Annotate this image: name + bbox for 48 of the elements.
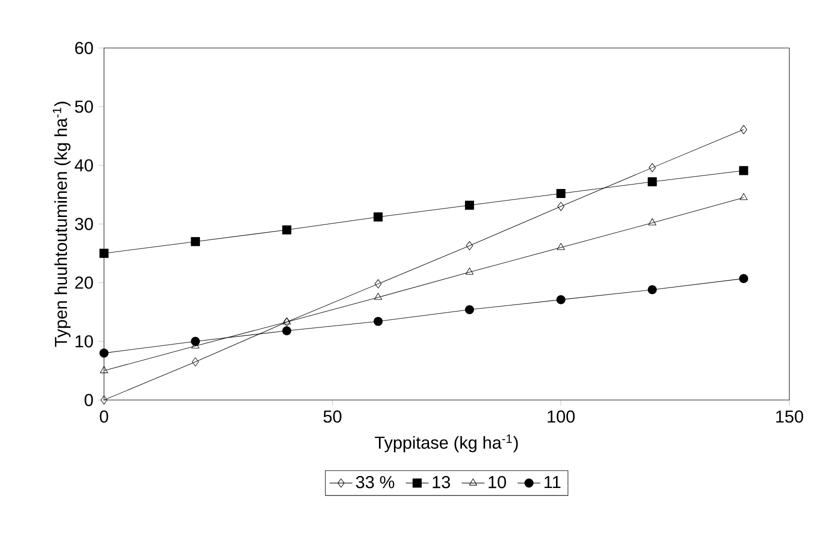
y-axis-title: Typen huuhtoutuminen (kg ha$^{-1}$)	[52, 102, 70, 347]
legend-label: 10	[488, 476, 506, 488]
x-tick-label: 150	[776, 410, 804, 423]
y-tick-label: 0	[84, 394, 93, 406]
y-tick-label: 10	[76, 335, 93, 348]
point	[648, 218, 656, 226]
y-tick-label: 30	[74, 218, 93, 230]
point	[282, 225, 292, 234]
point	[556, 188, 566, 198]
point	[739, 166, 748, 176]
point	[466, 241, 473, 250]
point	[648, 163, 656, 172]
point	[100, 395, 108, 405]
legend-label: 11	[544, 476, 560, 488]
point	[192, 357, 199, 366]
x-axis-title: Typpitase (kg ha$^{-1}$)	[374, 434, 518, 452]
point	[283, 317, 290, 327]
point	[282, 326, 292, 336]
point	[740, 193, 748, 200]
x-tick-label: 0	[100, 410, 108, 423]
point	[557, 202, 564, 211]
point	[466, 268, 474, 275]
x-tick-label: 50	[324, 410, 342, 423]
point	[374, 292, 382, 300]
point	[99, 248, 109, 258]
legend-label: 33 %	[356, 476, 394, 488]
point	[374, 212, 383, 222]
point	[282, 317, 291, 324]
point	[190, 336, 200, 346]
point	[556, 242, 565, 250]
point	[556, 295, 566, 304]
point	[374, 279, 382, 288]
y-tick-label: 40	[74, 159, 93, 172]
point	[374, 316, 383, 326]
y-tick-label: 20	[75, 276, 93, 289]
point	[190, 237, 200, 246]
x-tick-label: 100	[548, 410, 575, 423]
point	[100, 366, 108, 374]
point	[740, 125, 748, 134]
point	[648, 285, 657, 294]
y-tick-label: 60	[75, 42, 93, 54]
point	[739, 274, 748, 284]
point	[648, 177, 657, 186]
y-tick-label: 50	[75, 100, 93, 113]
point	[464, 305, 474, 314]
point	[99, 348, 109, 358]
legend-label: 13	[432, 476, 450, 488]
point	[464, 200, 474, 210]
